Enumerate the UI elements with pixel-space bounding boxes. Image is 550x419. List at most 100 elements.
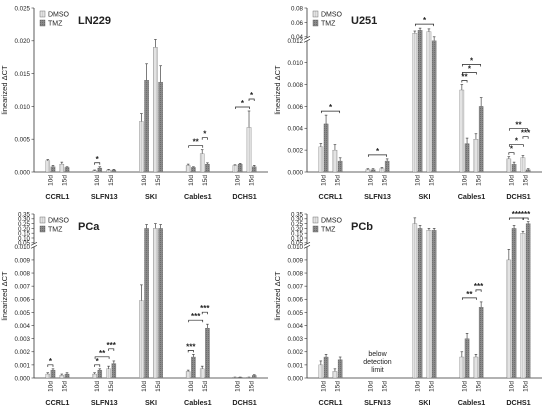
time-label: 15d (476, 381, 483, 392)
gene-label: CCRL1 (319, 192, 343, 201)
legend-label-tmz: TMZ (321, 21, 336, 28)
significance-bracket (320, 110, 341, 114)
bar-tmz (97, 167, 103, 173)
y-tick-label: 0.010 (288, 60, 304, 67)
bar-dmso (92, 373, 97, 379)
bar-dmso (506, 259, 512, 379)
y-tick-label: 0.08 (291, 5, 304, 12)
time-label: 10d (414, 175, 421, 186)
time-label: 15d (335, 175, 342, 186)
significance-label: *** (200, 304, 210, 313)
significance-label: *** (512, 210, 522, 219)
bar-dmso (332, 371, 338, 379)
time-label: 15d (155, 381, 162, 392)
gene-label: SLFN13 (364, 398, 391, 407)
time-label: 15d (429, 175, 436, 186)
bar-tmz (384, 160, 390, 173)
bar-tmz (111, 363, 117, 379)
annotation-text: below (368, 351, 387, 358)
bar-dmso (473, 139, 479, 173)
significance-label: ** (466, 290, 473, 299)
y-tick-label: 0.005 (288, 310, 304, 317)
bar-tmz (525, 223, 531, 379)
y-tick-label: 0.008 (288, 270, 304, 277)
legend-swatch-tmz (39, 225, 46, 233)
bar-dmso (45, 160, 51, 173)
y-tick-label: 0.000 (288, 169, 304, 176)
axis-break-mark (30, 245, 38, 249)
axis-break-mark (30, 242, 38, 246)
legend-swatch-dmso (39, 10, 46, 18)
bar-dmso (59, 375, 65, 379)
time-label: 10d (508, 381, 515, 392)
significance-bracket (47, 364, 54, 367)
gene-label: SKI (419, 192, 431, 201)
legend-label-tmz: TMZ (48, 227, 63, 234)
significance-bracket (508, 144, 524, 147)
bar-dmso (153, 47, 158, 173)
bar-tmz (511, 228, 517, 379)
bar-dmso (426, 31, 432, 173)
bar-dmso (45, 373, 51, 379)
y-tick-label: 0.05 (18, 240, 31, 247)
bar-dmso (520, 233, 526, 379)
bar-tmz (525, 169, 531, 173)
bar-dmso (185, 371, 191, 379)
legend-label-dmso: DMSO (321, 12, 343, 19)
bar-dmso (412, 223, 418, 379)
time-label: 15d (476, 175, 483, 186)
bar-tmz (191, 356, 196, 379)
bar-tmz (158, 228, 163, 379)
bar-tmz (144, 228, 149, 379)
significance-label: ** (515, 121, 522, 130)
gene-label: CCRL1 (45, 192, 69, 201)
significance-label: * (329, 103, 333, 112)
bar-tmz (417, 228, 423, 379)
gene-label: Cables1 (184, 192, 212, 201)
time-label: 15d (335, 381, 342, 392)
time-label: 15d (108, 381, 115, 392)
y-tick-label: 0.35 (291, 211, 304, 218)
bar-dmso (199, 368, 205, 379)
time-label: 15d (61, 175, 68, 186)
bar-tmz (464, 143, 470, 173)
axis-break-mark (303, 39, 311, 43)
y-tick-label: 0.009 (15, 257, 31, 264)
time-label: 15d (108, 175, 115, 186)
gene-label: SKI (145, 398, 157, 407)
legend-label-dmso: DMSO (48, 218, 70, 225)
y-tick-label: 0.000 (15, 375, 31, 382)
y-tick-label: 0.012 (288, 38, 304, 45)
gene-label: SKI (145, 192, 157, 201)
significance-bracket (461, 64, 482, 67)
time-label: 10d (320, 381, 327, 392)
significance-label: * (515, 137, 519, 146)
y-tick-label: 0.20 (291, 226, 304, 233)
bar-tmz (478, 307, 484, 379)
legend-label-tmz: TMZ (321, 227, 336, 234)
bar-tmz (370, 169, 376, 173)
y-tick-label: 0.015 (15, 71, 31, 78)
gene-label: CCRL1 (45, 398, 69, 407)
bar-tmz (97, 369, 103, 379)
time-label: 15d (202, 175, 209, 186)
significance-label: * (96, 155, 100, 164)
chart-panel-ln229: 0.000 0.005 0.010 0.015 0.020 0.025 linearized… (0, 5, 268, 201)
time-label: 10d (367, 175, 374, 186)
y-tick-label: 0.008 (15, 270, 31, 277)
bar-tmz (205, 327, 210, 379)
bar-dmso (365, 169, 371, 173)
significance-label: * (423, 16, 427, 25)
y-tick-label: 0.002 (288, 349, 304, 356)
significance-bracket (522, 217, 529, 220)
y-tick-label: 0.05 (291, 240, 304, 247)
legend-swatch-tmz (39, 19, 46, 27)
bar-dmso (92, 170, 97, 173)
bar-dmso (139, 121, 144, 173)
gene-label: DCHS1 (506, 192, 530, 201)
panel-title: U251 (351, 15, 377, 27)
bar-tmz (64, 373, 70, 379)
time-label: 10d (461, 381, 468, 392)
time-label: 10d (47, 175, 54, 186)
time-label: 15d (249, 175, 256, 186)
